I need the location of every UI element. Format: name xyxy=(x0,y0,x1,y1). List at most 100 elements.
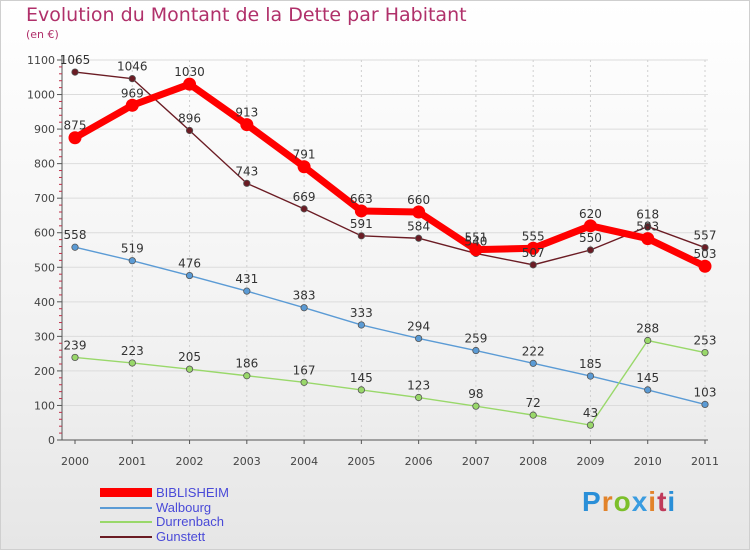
data-point-gunstett xyxy=(243,179,251,187)
data-point-walbourg xyxy=(644,386,652,394)
data-point-walbourg xyxy=(472,346,480,355)
data-point-durrenbach xyxy=(300,378,308,386)
data-label-biblisheim: 1030 xyxy=(174,65,205,79)
x-tick-label: 2000 xyxy=(61,455,89,468)
data-point-durrenbach xyxy=(472,402,480,410)
data-point-gunstett xyxy=(644,222,652,231)
data-point-durrenbach xyxy=(644,336,652,345)
data-label-biblisheim: 660 xyxy=(407,193,430,207)
data-point-durrenbach xyxy=(701,348,709,357)
data-label-biblisheim: 969 xyxy=(121,86,144,100)
data-label-walbourg: 383 xyxy=(293,289,316,303)
data-point-walbourg xyxy=(71,243,79,251)
y-tick-label: 900 xyxy=(34,123,55,136)
data-label-gunstett: 896 xyxy=(178,111,201,125)
data-label-gunstett: 1065 xyxy=(60,53,91,67)
y-tick-label: 1000 xyxy=(27,89,55,102)
data-point-walbourg xyxy=(357,321,365,329)
x-tick-label: 2010 xyxy=(634,455,662,468)
series-line-durrenbach xyxy=(74,339,706,426)
legend-label-gunstett: Gunstett xyxy=(156,528,206,544)
series-line-gunstett xyxy=(74,71,706,266)
data-label-durrenbach: 288 xyxy=(636,322,659,336)
data-point-gunstett xyxy=(415,234,423,242)
data-label-durrenbach: 167 xyxy=(293,363,316,377)
legend-swatch-walbourg xyxy=(100,506,152,509)
data-point-walbourg xyxy=(128,257,136,265)
data-label-gunstett: 669 xyxy=(293,190,316,204)
data-point-durrenbach xyxy=(71,353,79,362)
data-label-walbourg: 558 xyxy=(64,228,87,242)
x-tick-label: 2009 xyxy=(576,455,604,468)
data-label-durrenbach: 72 xyxy=(526,396,541,410)
data-label-gunstett: 507 xyxy=(522,246,545,260)
x-tick-label: 2006 xyxy=(405,455,433,468)
data-label-durrenbach: 239 xyxy=(64,338,87,352)
x-tick-label: 2003 xyxy=(233,455,261,468)
data-point-biblisheim xyxy=(412,205,426,219)
y-tick-label: 1100 xyxy=(27,54,55,67)
data-label-walbourg: 519 xyxy=(121,242,144,256)
data-point-biblisheim xyxy=(240,118,254,132)
data-point-durrenbach xyxy=(415,393,423,402)
y-tick-label: 0 xyxy=(48,434,55,447)
data-point-gunstett xyxy=(185,126,194,135)
y-tick-label: 500 xyxy=(34,261,55,274)
data-point-durrenbach xyxy=(586,421,595,429)
data-label-biblisheim: 913 xyxy=(235,106,258,120)
data-label-durrenbach: 98 xyxy=(468,387,483,401)
legend-swatch-durrenbach xyxy=(100,521,152,523)
data-point-biblisheim xyxy=(641,232,655,246)
data-point-walbourg xyxy=(415,334,423,343)
data-label-biblisheim: 875 xyxy=(64,119,87,133)
x-tick-label: 2001 xyxy=(118,455,146,468)
data-point-biblisheim xyxy=(526,241,540,255)
data-label-biblisheim: 620 xyxy=(579,207,602,221)
data-point-durrenbach xyxy=(357,386,365,394)
proxiti-logo: Proxiti xyxy=(582,486,677,517)
x-tick-label: 2007 xyxy=(462,455,490,468)
data-point-biblisheim xyxy=(469,243,483,257)
data-point-biblisheim xyxy=(583,219,597,233)
data-point-gunstett xyxy=(357,232,365,240)
chart-title: Evolution du Montant de la Dette par Hab… xyxy=(26,4,467,26)
data-point-biblisheim xyxy=(354,204,368,218)
data-point-gunstett xyxy=(586,246,595,254)
data-point-gunstett xyxy=(71,68,79,76)
data-label-walbourg: 222 xyxy=(522,344,545,358)
data-label-gunstett: 540 xyxy=(464,234,487,248)
data-label-gunstett: 591 xyxy=(350,217,373,231)
x-tick-label: 2005 xyxy=(347,455,375,468)
data-label-durrenbach: 145 xyxy=(350,371,373,385)
data-point-walbourg xyxy=(243,287,251,295)
data-point-walbourg xyxy=(701,400,709,409)
data-point-biblisheim xyxy=(698,259,712,273)
y-tick-label: 400 xyxy=(34,296,55,309)
data-point-gunstett xyxy=(300,205,308,213)
chart-unit: (en €) xyxy=(26,28,59,41)
data-label-biblisheim: 583 xyxy=(636,220,659,234)
data-point-walbourg xyxy=(300,304,308,312)
data-label-gunstett: 557 xyxy=(694,229,717,243)
data-label-durrenbach: 43 xyxy=(583,406,598,420)
series-line-walbourg xyxy=(74,246,706,406)
data-label-walbourg: 294 xyxy=(407,319,430,333)
data-point-durrenbach xyxy=(185,365,194,373)
data-label-walbourg: 333 xyxy=(350,306,373,320)
data-label-gunstett: 1046 xyxy=(117,60,148,74)
data-label-walbourg: 185 xyxy=(579,357,602,371)
data-point-durrenbach xyxy=(243,372,251,380)
data-label-biblisheim: 791 xyxy=(293,148,316,162)
legend-swatch-gunstett xyxy=(100,535,152,538)
data-point-gunstett xyxy=(701,243,709,252)
data-label-biblisheim: 663 xyxy=(350,192,373,206)
data-point-gunstett xyxy=(529,261,537,269)
data-point-walbourg xyxy=(529,359,537,367)
y-tick-label: 200 xyxy=(34,365,55,378)
data-point-gunstett xyxy=(128,75,136,83)
data-label-biblisheim: 551 xyxy=(464,231,487,245)
data-point-durrenbach xyxy=(529,411,537,419)
x-tick-label: 2004 xyxy=(290,455,318,468)
